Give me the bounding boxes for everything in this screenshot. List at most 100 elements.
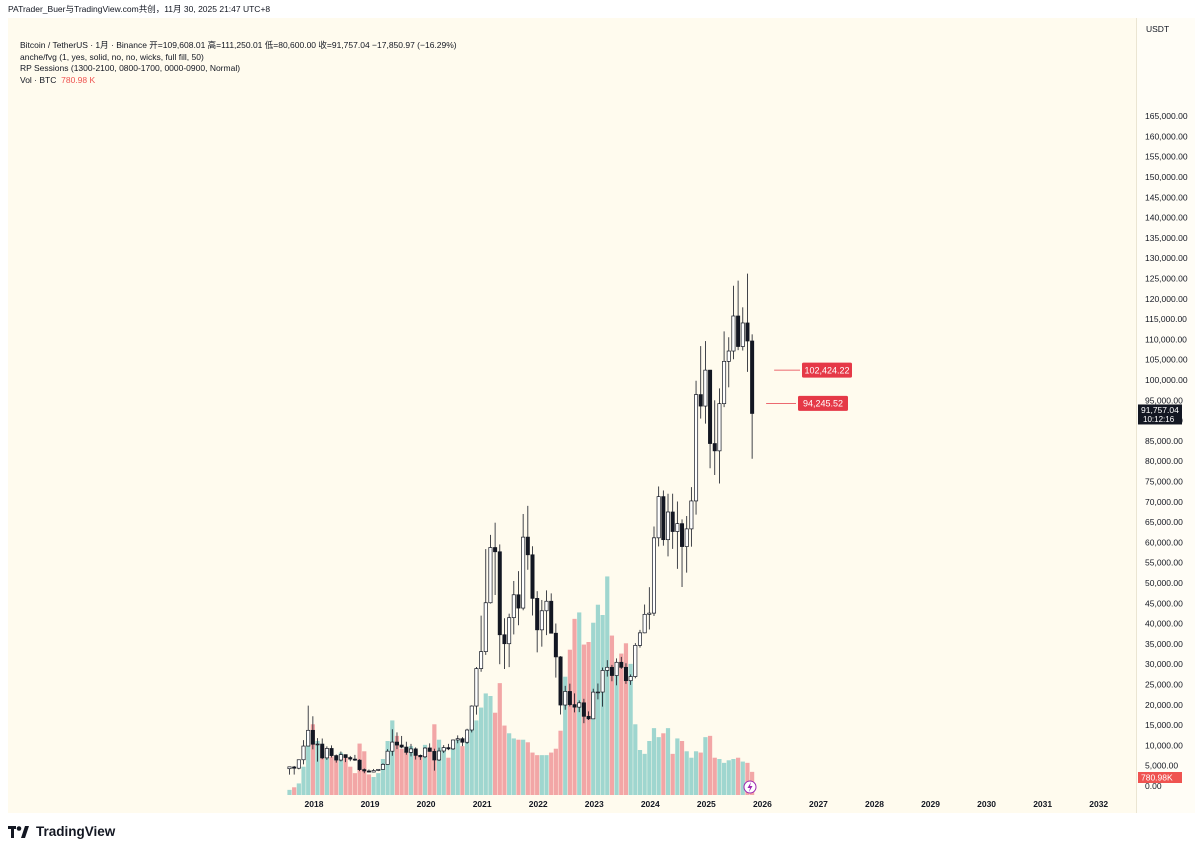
volume-bar (651, 728, 657, 795)
volume-bar (689, 757, 694, 795)
candle-body-up (539, 610, 544, 631)
candle-body-down (292, 766, 297, 769)
candle-body-up (455, 738, 460, 741)
candle-body-down (427, 747, 432, 752)
y-tick-label: 160,000.00 (1145, 131, 1188, 141)
candle-body-up (726, 350, 731, 362)
volume-bar (329, 756, 334, 795)
candle (745, 273, 750, 372)
candle (750, 334, 755, 459)
candle (530, 546, 535, 616)
y-tick-label: 75,000.00 (1145, 477, 1183, 487)
candle-body-down (670, 511, 675, 532)
candle-body-down (404, 746, 409, 753)
legend-indicator-fvg[interactable]: anche/fvg (1, yes, solid, no, no, wicks,… (20, 51, 204, 62)
candle (306, 705, 311, 747)
candle-body-down (572, 704, 577, 708)
candle (507, 613, 512, 668)
candle (479, 615, 484, 672)
y-tick-label: 10,000.00 (1145, 740, 1183, 750)
volume-bar (413, 750, 418, 795)
candle-body-up (614, 661, 619, 676)
y-tick-label: 15,000.00 (1145, 720, 1183, 730)
candle (385, 749, 390, 765)
candle-body-up (306, 729, 311, 747)
candle-body-up (451, 739, 456, 750)
candle-body-up (666, 511, 671, 541)
chart-panel[interactable]: 102,424.22 94,245.52 Bitcoin / TetherUS ·… (8, 18, 1136, 813)
candle (380, 763, 385, 770)
candle-body-up (656, 496, 661, 539)
candle-body-down (366, 770, 371, 773)
candle (315, 738, 320, 762)
legend-volume-label: Vol · BTC (20, 74, 57, 85)
x-tick-label: 2022 (529, 799, 548, 809)
volume-bar (605, 576, 610, 795)
candle-body-down (493, 547, 498, 553)
candle (362, 768, 367, 774)
candle (698, 346, 703, 419)
x-tick-label: 2024 (641, 799, 660, 809)
y-tick-label: 110,000.00 (1145, 334, 1187, 344)
candle-body-up (642, 613, 647, 634)
candle (408, 743, 413, 757)
volume-bar (507, 733, 512, 795)
volume-bar (549, 752, 554, 795)
y-tick-label: 120,000.00 (1145, 294, 1188, 304)
candle (581, 698, 586, 724)
candle (661, 490, 666, 546)
volume-bar (376, 773, 381, 795)
candle (666, 493, 671, 557)
candle-body-down (736, 315, 741, 347)
price-axis[interactable]: USDT 0.00 5,000.00 10,000.00 15,000.00 20,000… (1136, 18, 1195, 813)
candle (680, 519, 685, 588)
volume-bar (675, 738, 680, 795)
candle-body-up (338, 754, 343, 761)
y-tick-label: 85,000.00 (1145, 436, 1183, 446)
x-tick-label: 2032 (1089, 799, 1108, 809)
volume-bar (595, 604, 601, 795)
volume-tag (1138, 772, 1182, 783)
volume-bar (390, 720, 395, 795)
volume-bar (726, 760, 731, 795)
price-axis-svg: USDT 0.00 5,000.00 10,000.00 15,000.00 20,000… (1138, 24, 1188, 791)
volume-bar (736, 757, 741, 795)
candle-body-down (418, 755, 423, 758)
legend-symbol-line[interactable]: Bitcoin / TetherUS · 1月 · Binance 开=109,… (20, 40, 457, 50)
y-tick-label: 35,000.00 (1145, 639, 1183, 649)
candle (539, 599, 544, 647)
volume-bar (619, 653, 624, 795)
candle (446, 743, 451, 751)
volume-bar (614, 667, 619, 795)
time-axis[interactable]: 2018 2019 2020 2021 2022 2023 2024 2025 2026 2027… (8, 795, 1136, 813)
candle-body-down (352, 758, 357, 761)
y-tick-label: 145,000.00 (1145, 192, 1188, 202)
candle-body-up (488, 547, 493, 604)
y-tick-label: 155,000.00 (1145, 152, 1188, 162)
price-level-label: 94,245.52 (803, 399, 843, 409)
candle (348, 755, 353, 762)
candle (712, 400, 717, 475)
candle-body-up (296, 759, 301, 769)
candle-body-up (591, 691, 596, 720)
candle-body-up (521, 536, 526, 609)
volume-bar (698, 752, 703, 795)
candle-body-up (651, 537, 656, 614)
volume-bar (324, 751, 329, 795)
y-tick-label: 60,000.00 (1145, 537, 1183, 547)
candle-body-down (535, 598, 540, 631)
y-tick-label: 95,000.00 (1145, 395, 1183, 405)
volume-bar (539, 755, 544, 795)
candle-body-down (357, 759, 362, 770)
chart-plot[interactable]: 102,424.22 94,245.52 (8, 18, 1136, 795)
legend-volume[interactable]: Vol · BTC 780.98 K (20, 75, 457, 87)
candle-body-down (750, 340, 755, 414)
candle (740, 307, 745, 351)
legend-indicator-sessions[interactable]: RP Sessions (1300-2100, 0800-1700, 0000-… (20, 63, 241, 73)
candle-body-up (703, 369, 708, 407)
x-tick-label: 2019 (361, 799, 380, 809)
candle (591, 688, 596, 720)
candle (511, 580, 516, 635)
y-tick-label: 125,000.00 (1145, 274, 1188, 284)
candle-body-up (577, 702, 582, 708)
